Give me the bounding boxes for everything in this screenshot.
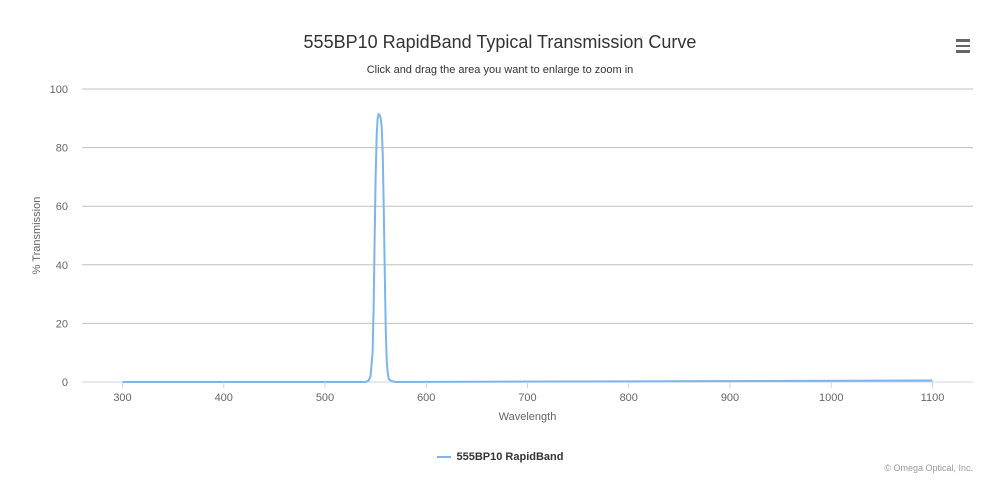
- x-tick-label: 800: [620, 392, 638, 404]
- y-tick-label: 80: [56, 143, 68, 155]
- y-axis: 0 20 40 60 80 100: [50, 84, 68, 389]
- y-tick-label: 40: [56, 260, 68, 272]
- x-axis: 300 400 500 600 700 800 900 1000 1100: [113, 382, 944, 404]
- x-tick-label: 300: [113, 392, 131, 404]
- series-line-0[interactable]: [122, 112, 933, 383]
- y-tick-label: 60: [56, 201, 68, 213]
- y-tick-label: 20: [56, 318, 68, 330]
- y-tick-label: 0: [62, 377, 68, 389]
- x-tick-label: 1000: [819, 392, 843, 404]
- x-tick-label: 500: [316, 392, 334, 404]
- legend-item-555bp10[interactable]: 555BP10 RapidBand: [436, 451, 564, 463]
- hamburger-menu-icon[interactable]: [950, 34, 976, 56]
- grid-lines: [82, 88, 973, 383]
- y-tick-label: 100: [50, 84, 68, 96]
- x-axis-title: Wavelength: [499, 411, 557, 423]
- x-tick-label: 600: [417, 392, 435, 404]
- x-tick-label: 1100: [921, 392, 945, 404]
- x-tick-label: 400: [215, 392, 233, 404]
- y-axis-title: % Transmission: [31, 197, 43, 275]
- legend-swatch: [436, 456, 451, 458]
- legend-label: 555BP10 RapidBand: [456, 451, 564, 463]
- credits-text[interactable]: © Omega Optical, Inc.: [884, 463, 973, 473]
- chart-subtitle: Click and drag the area you want to enla…: [366, 64, 634, 76]
- x-tick-label: 900: [721, 392, 739, 404]
- chart-title: 555BP10 RapidBand Typical Transmission C…: [303, 32, 697, 52]
- x-tick-label: 700: [518, 392, 536, 404]
- series-layer: [122, 112, 933, 383]
- legend: 555BP10 RapidBand: [0, 449, 1000, 463]
